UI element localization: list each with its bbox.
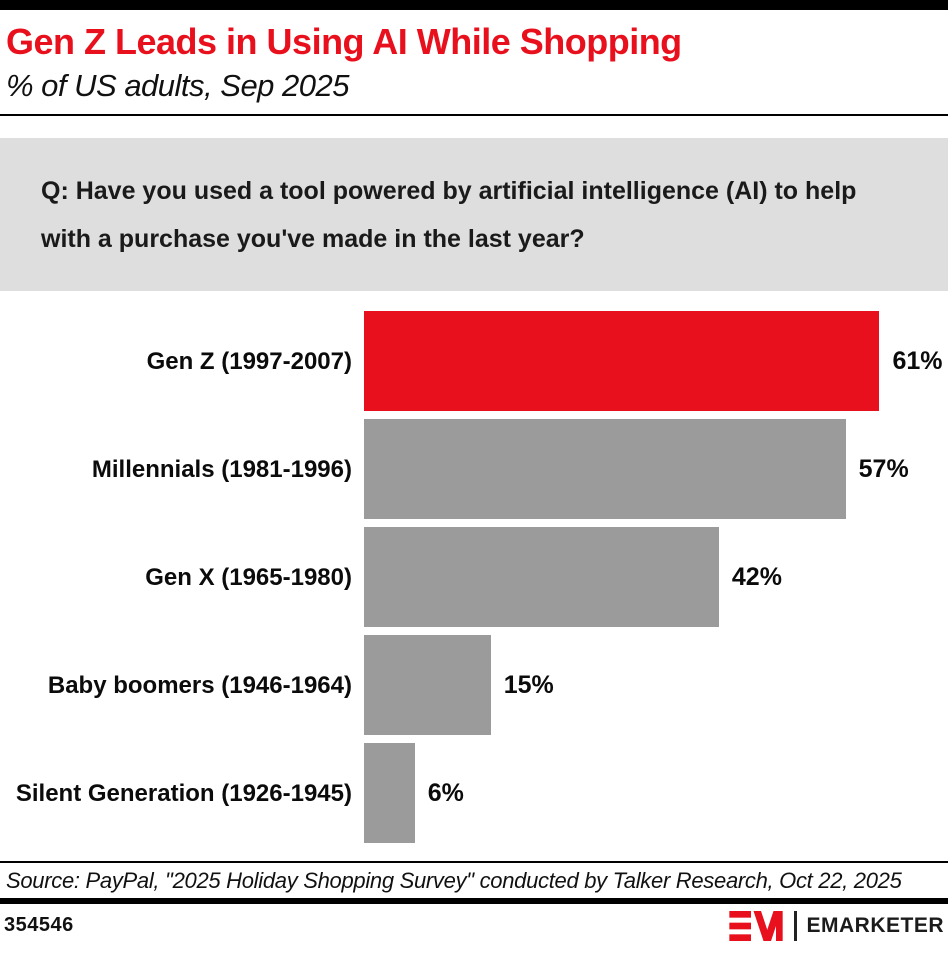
brand-wordmark: EMARKETER (806, 913, 944, 937)
bar-row: Millennials (1981-1996) 57% (0, 419, 948, 519)
bar (364, 743, 415, 843)
bar-row: Baby boomers (1946-1964) 15% (0, 635, 948, 735)
bar-row: Gen Z (1997-2007) 61% (0, 311, 948, 411)
bar-category-label: Millennials (1981-1996) (91, 455, 352, 483)
bar-category-label: Silent Generation (1926-1945) (15, 779, 352, 807)
bar (364, 635, 491, 735)
bar-category-label: Gen X (1965-1980) (145, 563, 352, 591)
bar-value-label: 61% (892, 346, 943, 375)
top-black-bar (0, 0, 948, 10)
footer: 354546 EMARKETER (0, 904, 948, 947)
bar-chart: Gen Z (1997-2007) 61% Millennials (1981-19… (0, 311, 948, 843)
logo-divider (794, 910, 798, 941)
bar (364, 527, 719, 627)
bar-value-label: 57% (858, 454, 909, 483)
brand-logo: EMARKETER (726, 910, 944, 941)
bar-category-label: Baby boomers (1946-1964) (47, 671, 352, 699)
bar-row: Gen X (1965-1980) 42% (0, 527, 948, 627)
emarketer-logomark-icon (729, 910, 784, 941)
header-divider (0, 114, 948, 116)
page-subtitle: % of US adults, Sep 2025 (6, 68, 350, 103)
chart-id: 354546 (4, 914, 74, 936)
bar-category-label: Gen Z (1997-2007) (146, 347, 352, 375)
source-divider (0, 861, 948, 863)
footer-divider (0, 898, 948, 904)
survey-question-text: Q: Have you used a tool powered by artif… (41, 176, 857, 253)
bar-row: Silent Generation (1926-1945) 6% (0, 743, 948, 843)
header: Gen Z Leads in Using AI While Shopping %… (0, 10, 948, 106)
question-box: Q: Have you used a tool powered by artif… (0, 138, 948, 291)
bar-value-label: 15% (503, 670, 554, 699)
bar (364, 311, 880, 411)
bar-value-label: 42% (731, 562, 782, 591)
page-title: Gen Z Leads in Using AI While Shopping (6, 21, 682, 62)
bar-value-label: 6% (427, 778, 464, 807)
source-text: Source: PayPal, "2025 Holiday Shopping S… (6, 868, 902, 893)
bar (364, 419, 846, 519)
